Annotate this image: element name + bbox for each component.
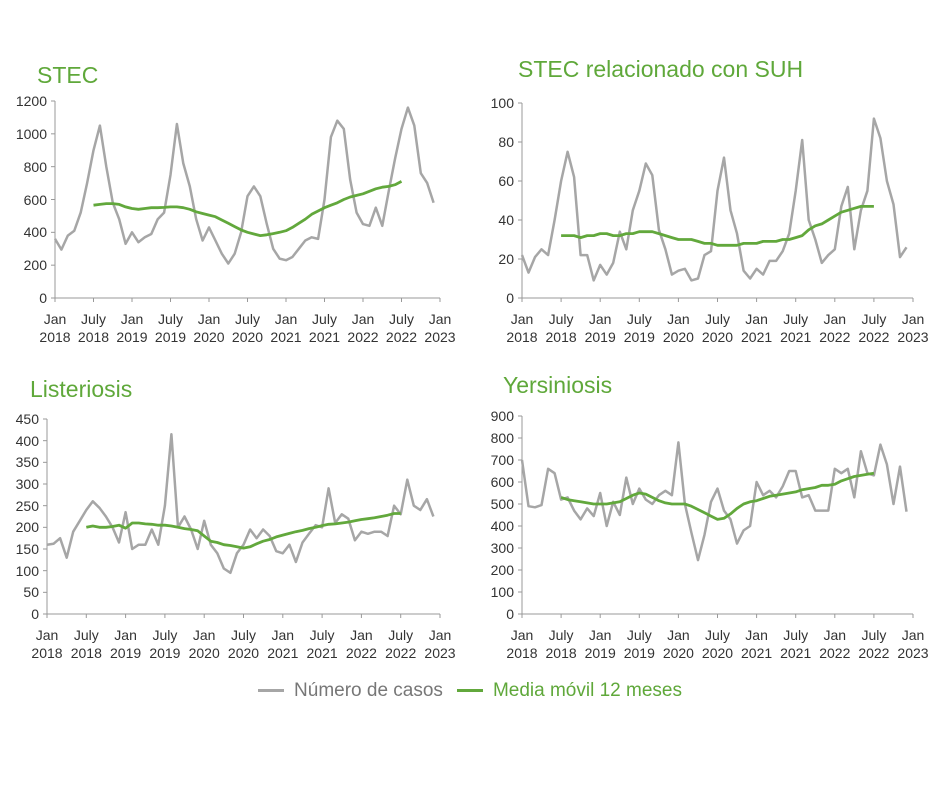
x-tick-label: Jan 2022	[819, 627, 851, 661]
y-tick-label: 200	[23, 257, 47, 274]
x-tick-label: Jan 2023	[424, 311, 456, 345]
y-tick-label: 400	[490, 518, 514, 534]
y-tick-label: 0	[506, 290, 514, 306]
y-tick-label: 900	[490, 408, 514, 424]
x-tick-label: Jan 2019	[116, 311, 148, 345]
legend-item: Media móvil 12 meses	[456, 680, 682, 702]
x-tick-label: July 2020	[231, 311, 264, 345]
x-tick-label: July 2019	[623, 627, 655, 661]
y-tick-label: 250	[15, 497, 39, 514]
x-tick-label: Jan 2020	[662, 627, 694, 661]
x-tick-label: Jan 2021	[267, 627, 299, 661]
x-tick-label: Jan 2019	[110, 627, 142, 661]
legend: Número de casos Media móvil 12 meses	[0, 680, 940, 702]
x-tick-label: Jan 2021	[741, 311, 773, 345]
y-tick-label: 0	[506, 606, 514, 622]
x-tick-label: July 2021	[308, 311, 341, 345]
legend-item: Número de casos	[258, 680, 443, 702]
x-tick-label: Jan 2020	[193, 311, 225, 345]
series-line	[560, 471, 875, 521]
y-tick-label: 0	[31, 606, 39, 622]
x-tick-label: Jan 2022	[345, 627, 377, 661]
chart-title: STEC relacionado con SUH	[518, 56, 804, 82]
x-tick-label: July 2020	[227, 627, 260, 661]
x-tick-label: July 2021	[780, 627, 812, 661]
series-line	[93, 180, 403, 237]
y-tick-label: 0	[39, 290, 47, 306]
x-tick-label: Jan 2020	[188, 627, 220, 661]
y-tick-label: 80	[498, 134, 514, 150]
y-tick-label: 300	[15, 476, 39, 492]
x-tick-label: Jan 2019	[584, 627, 616, 661]
x-tick-label: July 2018	[70, 627, 102, 661]
x-tick-label: July 2021	[780, 311, 812, 345]
series-line	[53, 106, 435, 265]
y-tick-label: 200	[15, 519, 39, 536]
chart-title: STEC	[37, 62, 99, 88]
x-tick-label: Jan 2020	[662, 311, 694, 345]
y-tick-label: 1200	[15, 93, 47, 109]
y-tick-label: 450	[15, 411, 39, 427]
y-tick-label: 800	[23, 158, 47, 175]
series-line	[520, 117, 908, 282]
legend-swatch	[258, 689, 285, 693]
x-tick-label: July 2018	[545, 627, 577, 661]
y-tick-label: 600	[23, 191, 47, 208]
y-tick-label: 800	[490, 430, 514, 446]
x-tick-label: July 2018	[77, 311, 110, 345]
x-tick-label: July 2019	[623, 311, 655, 345]
y-tick-label: 40	[498, 212, 514, 228]
legend-swatch	[456, 689, 483, 693]
chart-title: Yersiniosis	[503, 372, 613, 398]
y-tick-label: 50	[23, 584, 39, 601]
y-tick-label: 400	[23, 224, 47, 241]
x-tick-label: Jan 2018	[39, 311, 71, 345]
x-tick-label: July 2019	[149, 627, 181, 661]
y-tick-label: 350	[15, 454, 39, 471]
x-tick-label: Jan 2018	[31, 627, 63, 661]
x-tick-label: July 2022	[858, 311, 890, 345]
x-tick-label: Jan 2022	[819, 311, 851, 345]
x-tick-label: July 2022	[385, 627, 417, 661]
chart-title: Listeriosis	[30, 376, 133, 402]
y-tick-label: 600	[490, 474, 514, 490]
y-tick-label: 200	[490, 562, 514, 578]
x-tick-label: Jan 2023	[897, 627, 929, 661]
series-line	[520, 441, 908, 562]
x-tick-label: July 2020	[701, 627, 734, 661]
y-tick-label: 100	[490, 95, 514, 111]
y-tick-label: 60	[498, 173, 514, 189]
y-tick-label: 20	[498, 251, 514, 267]
y-tick-label: 1000	[15, 125, 47, 142]
series-line	[561, 205, 874, 247]
series-line	[86, 512, 401, 550]
x-tick-label: July 2018	[545, 311, 577, 345]
x-tick-label: July 2020	[701, 311, 734, 345]
x-tick-label: Jan 2021	[741, 627, 773, 661]
y-tick-label: 300	[490, 540, 514, 556]
y-tick-label: 700	[490, 452, 514, 468]
x-tick-label: July 2019	[154, 311, 187, 345]
x-tick-label: July 2022	[858, 627, 890, 661]
x-tick-label: July 2021	[306, 627, 338, 661]
series-line	[46, 432, 435, 575]
x-tick-label: Jan 2019	[584, 311, 616, 345]
x-tick-label: Jan 2022	[347, 311, 379, 345]
legend-label: Número de casos	[294, 680, 443, 701]
y-tick-label: 400	[15, 432, 39, 449]
x-tick-label: Jan 2023	[424, 627, 456, 661]
x-tick-label: Jan 2021	[270, 311, 302, 345]
x-tick-label: Jan 2018	[506, 311, 538, 345]
y-tick-label: 100	[15, 562, 39, 579]
y-tick-label: 100	[490, 584, 514, 600]
legend-label: Media móvil 12 meses	[492, 680, 682, 701]
y-tick-label: 150	[15, 541, 39, 557]
x-tick-label: Jan 2018	[506, 627, 538, 661]
x-tick-label: Jan 2023	[897, 311, 929, 345]
x-tick-label: July 2022	[385, 311, 418, 345]
y-tick-label: 500	[490, 496, 514, 512]
